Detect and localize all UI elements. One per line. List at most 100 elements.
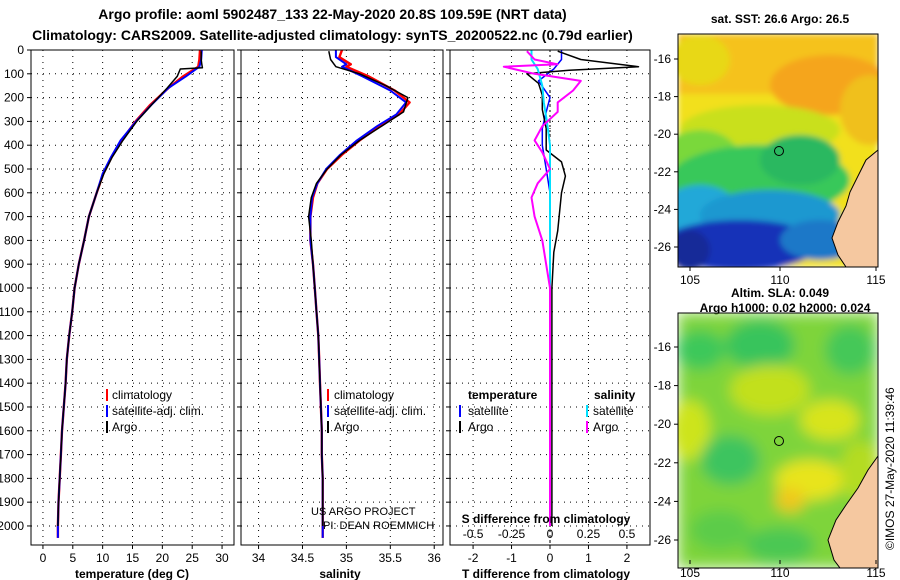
series-line-climatology — [309, 50, 411, 538]
depth-tick-label: 700 — [4, 210, 24, 224]
salinity-xtick-labels: 34 34.5 35 35.5 36 — [252, 551, 441, 565]
imos-timestamp: ©IMOS 27-May-2020 11:39:46 — [883, 387, 897, 550]
difference-panel: -2 -1 0 1 2 -0.5 -0.25 0 0.25 0.5 S difference f… — [446, 49, 651, 580]
legend-label-sal-argo: Argo — [593, 420, 619, 434]
lat-tick-label: -20 — [654, 127, 672, 141]
legend-swatch-argo — [327, 421, 329, 433]
lat-tick-label: -20 — [654, 417, 672, 431]
salinity-diff-tick-label: 0.5 — [619, 527, 636, 541]
x-tick-label: 10 — [96, 551, 110, 565]
sst-map-frame — [677, 33, 879, 268]
lon-tick-label: 115 — [866, 566, 885, 580]
plot-title-line-1: Argo profile: aoml 5902487_133 22-May-20… — [98, 6, 567, 22]
legend-swatch-climatology — [106, 389, 108, 401]
legend-label-climatology: climatology — [334, 388, 394, 402]
difference-grid — [446, 49, 650, 549]
salinity-diff-tick-label: 0.25 — [577, 527, 601, 541]
depth-tick-label: 2000 — [0, 519, 24, 533]
salinity-diff-tick-label: -0.5 — [463, 527, 484, 541]
temperature-grid — [27, 49, 234, 549]
depth-tick-label: 1600 — [0, 424, 24, 438]
salinity-legend: climatology satellite-adj. clim. Argo — [327, 388, 426, 434]
depth-tick-label: 100 — [4, 67, 24, 81]
depth-tick-label: 1000 — [0, 281, 24, 295]
temperature-panel: 0100200300400500600700800900100011001200… — [0, 43, 235, 580]
legend-swatch-satellite — [106, 405, 108, 417]
temperature-series — [56, 50, 204, 538]
depth-tick-label: 1800 — [0, 471, 24, 485]
temperature-xtick-labels: 0 5 10 15 20 25 30 — [40, 551, 229, 565]
sst-lon-labels: 105 110 115 — [680, 267, 886, 287]
depth-tick-labels: 0 100 200 300 400 500 600 700 800 900 1000 1100 1200… — [0, 43, 24, 533]
legend-label-argo: Argo — [112, 420, 138, 434]
series-line-climatology — [56, 50, 202, 538]
lat-tick-label: -22 — [654, 456, 672, 470]
legend-label-temp-argo: Argo — [468, 420, 494, 434]
depth-tick-label: 0 — [17, 43, 24, 57]
lat-tick-label: -16 — [654, 52, 672, 66]
series-line-argo — [307, 51, 409, 526]
legend-swatch-climatology — [327, 389, 329, 401]
depth-tick-label: 1200 — [0, 329, 24, 343]
salinity-diff-label: S difference from climatology — [462, 512, 631, 526]
depth-tick-label: 500 — [4, 162, 24, 176]
depth-tick-label: 1400 — [0, 376, 24, 390]
lat-tick-label: -24 — [654, 494, 672, 508]
salinity-diff-tick-label: 0 — [547, 527, 554, 541]
salinity-diff-tick-labels: -0.5 -0.25 0 0.25 0.5 — [463, 527, 636, 541]
depth-tick-label: 200 — [4, 91, 24, 105]
depth-tick-label: 400 — [4, 138, 24, 152]
salinity-panel: 34 34.5 35 35.5 36 salinity climatology sate… — [237, 49, 444, 580]
sla-map-field — [678, 313, 878, 568]
depth-tick-label: 1100 — [0, 305, 24, 319]
difference-legend: temperature salinity satellite Argo sate… — [459, 388, 636, 434]
temperature-frame — [30, 49, 235, 546]
legend-label-climatology: climatology — [112, 388, 172, 402]
sla-coastline — [827, 455, 878, 568]
series-line-temperature-argo — [526, 50, 640, 526]
temperature-xlabel: temperature (deg C) — [75, 567, 189, 580]
x-tick-label: 0 — [547, 551, 554, 565]
x-tick-label: -2 — [468, 551, 479, 565]
depth-tick-label: 600 — [4, 186, 24, 200]
series-line-salinity-argo — [502, 50, 582, 526]
lon-tick-label: 105 — [680, 273, 700, 287]
x-tick-label: 34.5 — [291, 551, 315, 565]
lat-tick-label: -24 — [654, 202, 672, 216]
lat-tick-label: -18 — [654, 90, 672, 104]
depth-tick-label: 1700 — [0, 448, 24, 462]
depth-tick-label: 300 — [4, 114, 24, 128]
salinity-frame — [240, 49, 444, 546]
sst-map-field — [678, 34, 878, 267]
series-line-salinity-satellite — [530, 50, 551, 526]
x-tick-label: 35 — [340, 551, 354, 565]
lat-tick-label: -18 — [654, 379, 672, 393]
x-tick-label: 35.5 — [379, 551, 403, 565]
depth-tick-label: 1900 — [0, 495, 24, 509]
salinity-diff-tick-label: -0.25 — [498, 527, 526, 541]
sla-profile-marker — [774, 436, 784, 446]
sst-map: sat. SST: 26.6 Argo: 26.5 - — [654, 12, 886, 287]
difference-xlabel: T difference from climatology — [462, 567, 630, 580]
sla-map: Altim. SLA: 0.049 Argo h1000: 0.02 h2000… — [654, 286, 886, 580]
sst-map-title: sat. SST: 26.6 Argo: 26.5 — [711, 12, 850, 26]
lon-tick-label: 115 — [866, 273, 885, 287]
credit-pi: PI: DEAN ROEMMICH — [323, 520, 434, 532]
depth-tick-label: 1300 — [0, 352, 24, 366]
sst-coastline — [831, 149, 878, 267]
difference-xtick-labels: -2 -1 0 1 2 — [468, 551, 631, 565]
legend-swatch-sal-argo — [586, 421, 588, 433]
temperature-legend: climatology satellite-adj. clim. Argo — [106, 388, 204, 434]
x-tick-label: 30 — [215, 551, 229, 565]
salinity-grid — [237, 49, 443, 549]
lon-tick-label: 110 — [770, 273, 789, 287]
sla-map-title-1: Altim. SLA: 0.049 — [731, 286, 829, 300]
x-tick-label: 25 — [186, 551, 200, 565]
depth-tick-label: 800 — [4, 233, 24, 247]
legend-label-argo: Argo — [334, 420, 360, 434]
x-tick-label: 1 — [585, 551, 592, 565]
legend-swatch-temp-satellite — [459, 405, 461, 417]
x-tick-label: 0 — [40, 551, 47, 565]
legend-label-satellite: satellite-adj. clim. — [334, 404, 426, 418]
lat-tick-label: -26 — [654, 533, 672, 547]
